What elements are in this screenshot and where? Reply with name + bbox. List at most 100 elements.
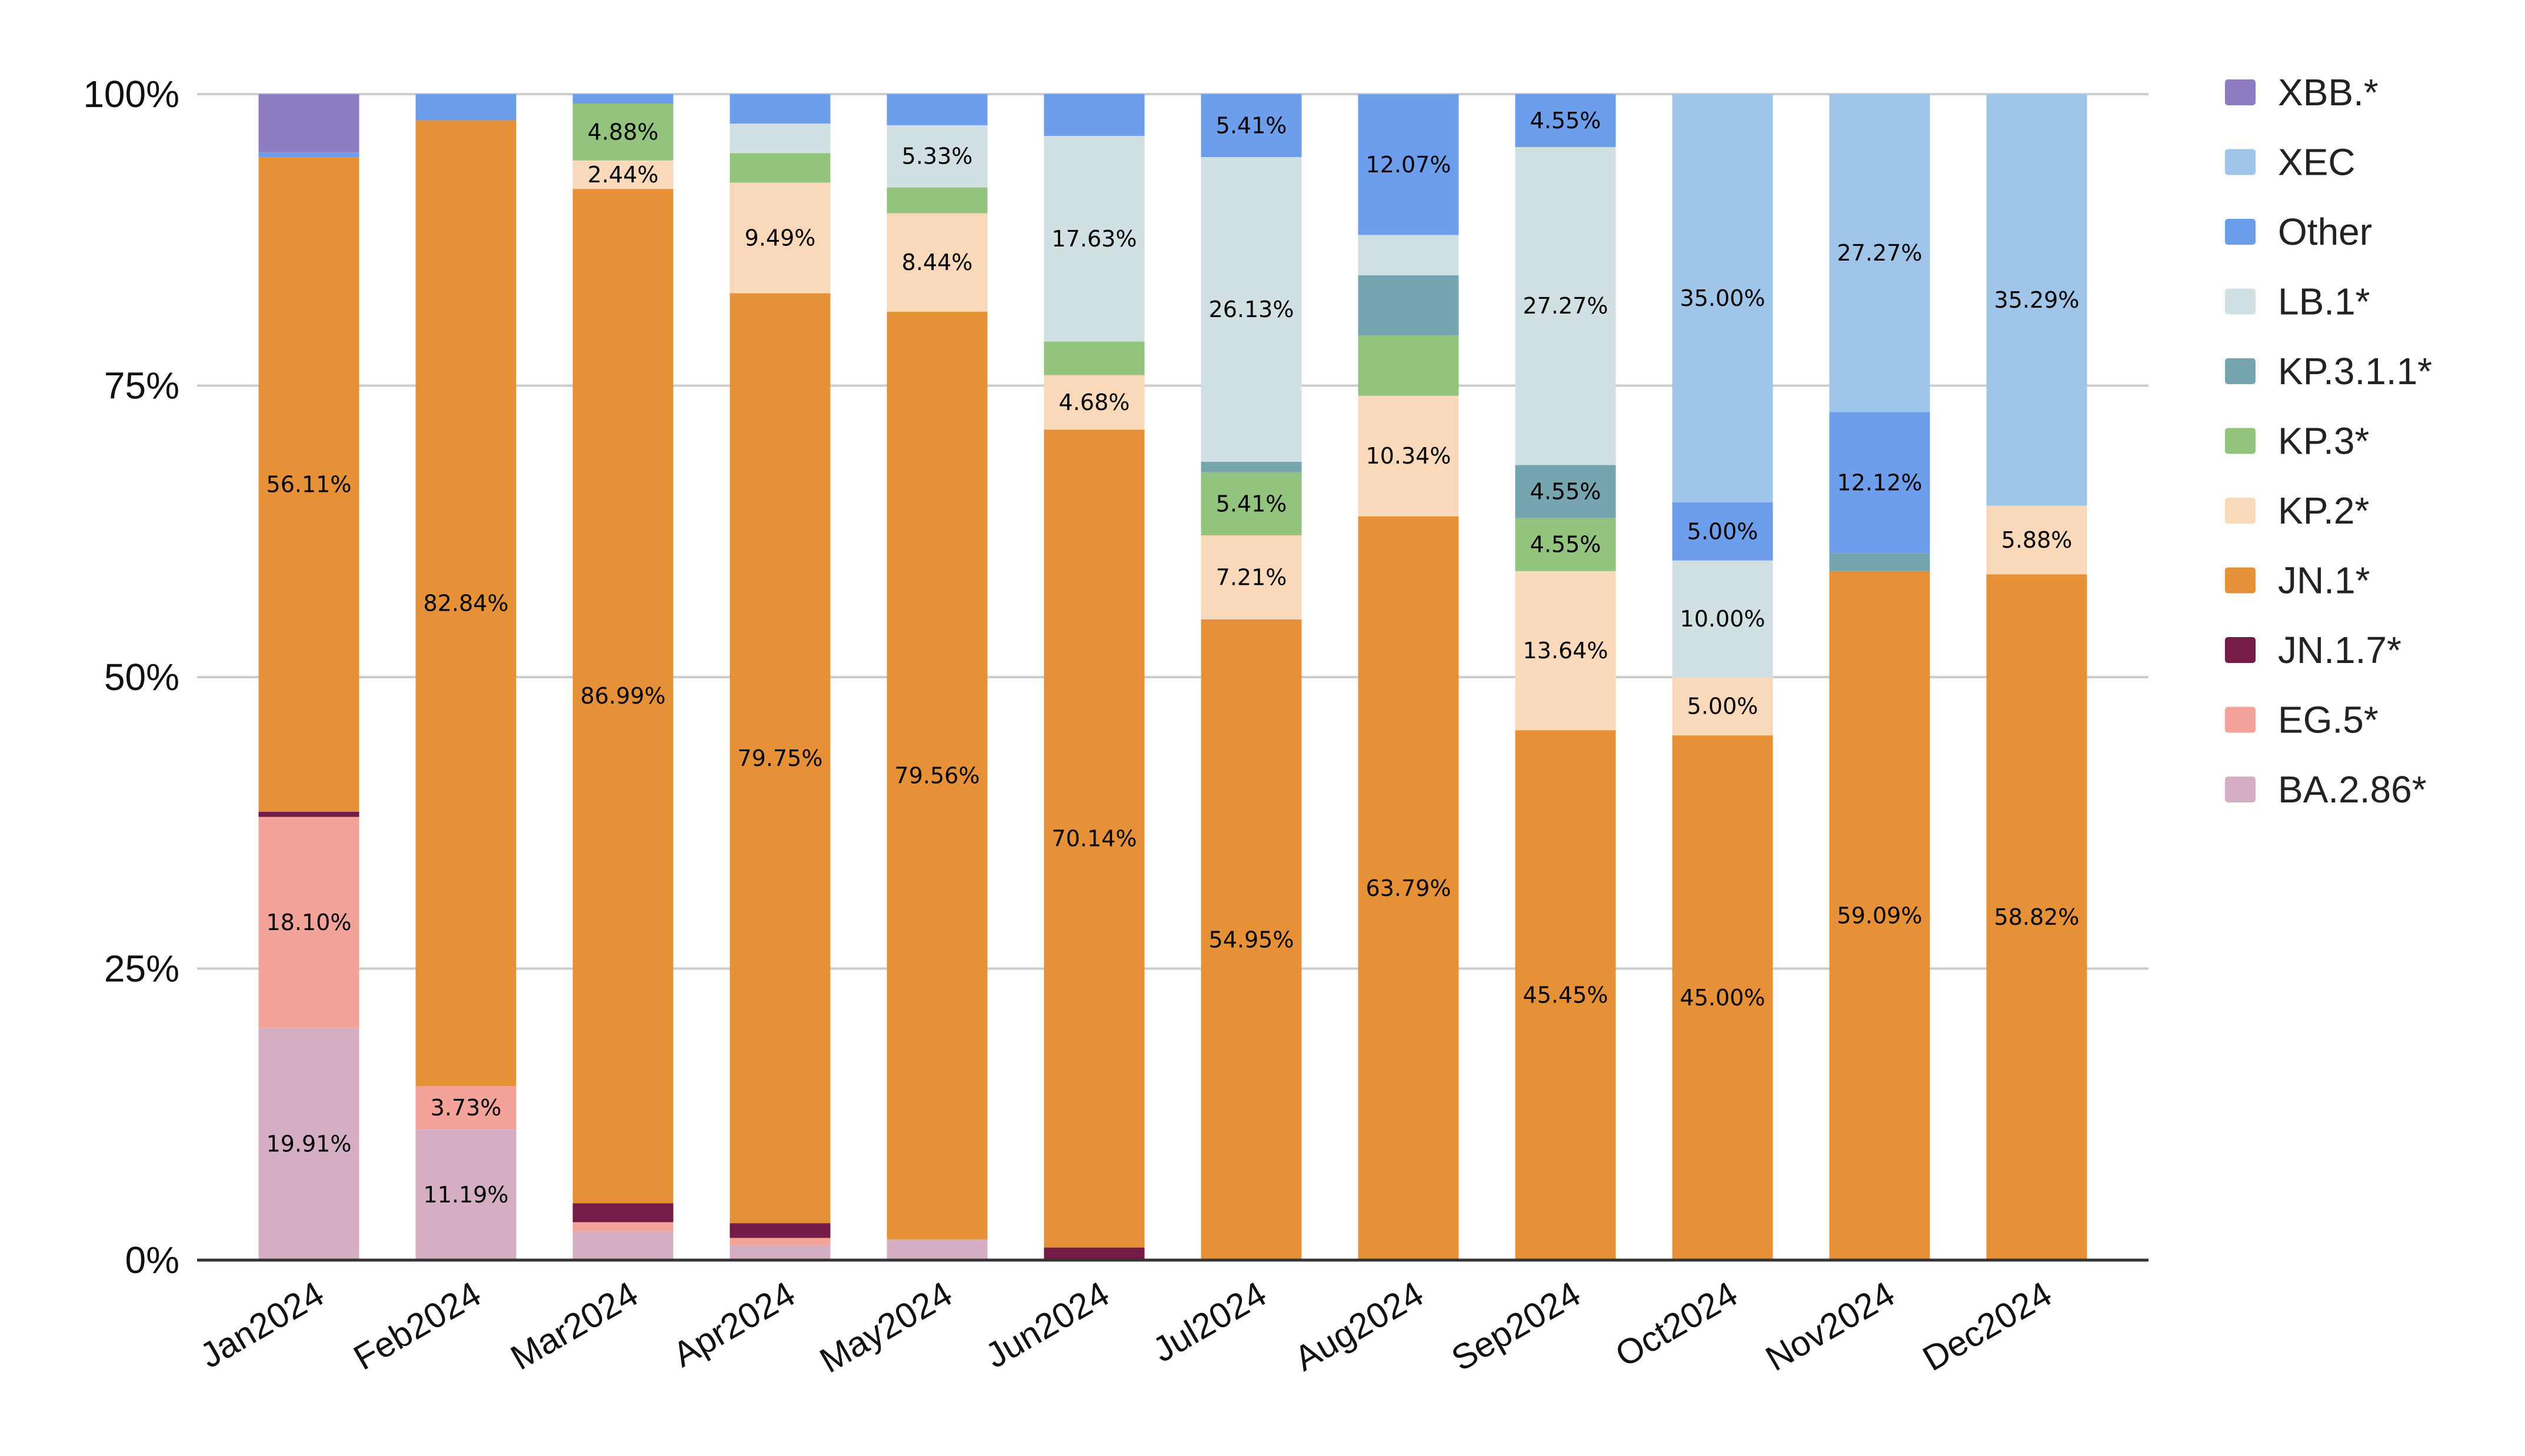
data-label: 70.14% [1052, 826, 1137, 852]
bar-segment [572, 1222, 674, 1232]
bar-segment [258, 94, 359, 152]
x-tick-label: Nov2024 [1759, 1274, 1901, 1378]
bar-segment [258, 1028, 359, 1260]
legend-item[interactable]: JN.1.7* [2225, 629, 2401, 671]
legend-item[interactable]: KP.3.1.1* [2225, 350, 2432, 392]
data-label: 7.21% [1216, 564, 1287, 590]
x-tick-label: Feb2024 [347, 1274, 488, 1377]
bar-segment [1986, 574, 2087, 1260]
bar-segment [729, 293, 831, 1224]
data-label: 5.33% [902, 144, 973, 169]
legend-swatch [2225, 567, 2256, 594]
bar-segment [729, 124, 831, 154]
legend-item[interactable]: Other [2225, 211, 2372, 253]
bar-segment [258, 817, 359, 1028]
bar-segment [1358, 94, 1459, 235]
bar-segment [258, 811, 359, 817]
data-label: 4.88% [588, 119, 659, 145]
bar-segment [1201, 157, 1302, 462]
bar-segment [1986, 94, 2087, 506]
bar-segment [1358, 335, 1459, 396]
y-tick-label: 25% [104, 948, 179, 990]
legend-item[interactable]: KP.2* [2225, 489, 2369, 532]
bar-segment [1829, 553, 1930, 571]
bar-segment [1044, 1247, 1145, 1260]
legend-label: KP.3* [2278, 420, 2369, 462]
x-tick-label: Aug2024 [1288, 1274, 1430, 1378]
bar-segment [258, 157, 359, 812]
data-label: 4.55% [1530, 479, 1601, 505]
bar-segment [1672, 735, 1773, 1260]
x-tick-label: Jun2024 [979, 1274, 1116, 1375]
legend-item[interactable]: KP.3* [2225, 420, 2369, 462]
legend-label: KP.3.1.1* [2278, 350, 2432, 392]
x-tick-label: Sep2024 [1445, 1274, 1587, 1378]
bar-segment [1044, 136, 1145, 342]
data-label: 10.34% [1366, 443, 1451, 469]
data-label: 82.84% [424, 590, 509, 616]
legend-label: BA.2.86* [2278, 768, 2427, 811]
x-tick-label: Jan2024 [194, 1274, 331, 1375]
y-tick-label: 75% [104, 365, 179, 407]
bar-segment [1201, 619, 1302, 1260]
bar-segment [1201, 461, 1302, 472]
bar-segment [572, 1203, 674, 1222]
bar-segment [1672, 560, 1773, 677]
legend-item[interactable]: XBB.* [2225, 71, 2379, 114]
bar-segment [887, 311, 988, 1240]
data-label: 8.44% [902, 249, 973, 275]
bar-segment [887, 94, 988, 125]
data-label: 54.95% [1209, 927, 1294, 952]
data-label: 5.88% [2001, 527, 2073, 553]
bar-segment [258, 152, 359, 158]
bar-segment [415, 1130, 517, 1260]
legend-item[interactable]: LB.1* [2225, 281, 2370, 323]
legend-swatch [2225, 79, 2256, 105]
legend-label: XBB.* [2278, 71, 2379, 114]
x-tick-label: Oct2024 [1609, 1274, 1744, 1374]
legend-label: KP.2* [2278, 489, 2369, 532]
data-label: 12.12% [1837, 470, 1923, 496]
bar-segment [572, 94, 674, 104]
data-label: 45.45% [1523, 982, 1608, 1008]
x-tick-label: Mar2024 [504, 1274, 645, 1377]
data-label: 59.09% [1837, 902, 1923, 928]
legend-label: EG.5* [2278, 699, 2379, 741]
bar-segment [1201, 472, 1302, 535]
bar-segment [1358, 516, 1459, 1261]
legend-swatch [2225, 707, 2256, 733]
bar-segment [1672, 677, 1773, 736]
bar-segment [1201, 94, 1302, 158]
bar-segment [415, 94, 517, 121]
bar-segment [572, 160, 674, 189]
legend: XBB.* XEC Other LB.1* KP.3.1.1* KP.3* KP.2* JN.… [2225, 71, 2432, 811]
bar-segment [1515, 146, 1616, 465]
gridlines [197, 93, 2148, 970]
legend-item[interactable]: JN.1* [2225, 559, 2370, 602]
legend-swatch [2225, 637, 2256, 663]
bar-segment [1986, 505, 2087, 575]
data-label: 9.49% [745, 225, 816, 251]
x-tick-label: Apr2024 [667, 1274, 802, 1374]
legend-item[interactable]: XEC [2225, 141, 2356, 184]
x-tick-label: Dec2024 [1916, 1274, 2058, 1378]
x-tick-label: May2024 [813, 1274, 958, 1380]
legend-item[interactable]: EG.5* [2225, 699, 2379, 741]
bar-segment [1358, 275, 1459, 336]
data-label: 5.41% [1216, 112, 1287, 138]
bar-segment [729, 1223, 831, 1238]
data-label: 2.44% [588, 162, 659, 188]
bar-segment [729, 94, 831, 124]
bar-segment [1515, 730, 1616, 1260]
data-label: 35.29% [1994, 287, 2080, 313]
bar-segment [729, 182, 831, 294]
data-label: 4.55% [1530, 532, 1601, 558]
legend-item[interactable]: BA.2.86* [2225, 768, 2427, 811]
data-label: 27.27% [1837, 240, 1923, 266]
data-label: 13.64% [1523, 638, 1608, 664]
data-label: 18.10% [267, 909, 352, 935]
bar-segment [1515, 94, 1616, 147]
data-label: 3.73% [431, 1095, 502, 1121]
bar-segment [1044, 94, 1145, 136]
data-label: 17.63% [1052, 226, 1137, 252]
